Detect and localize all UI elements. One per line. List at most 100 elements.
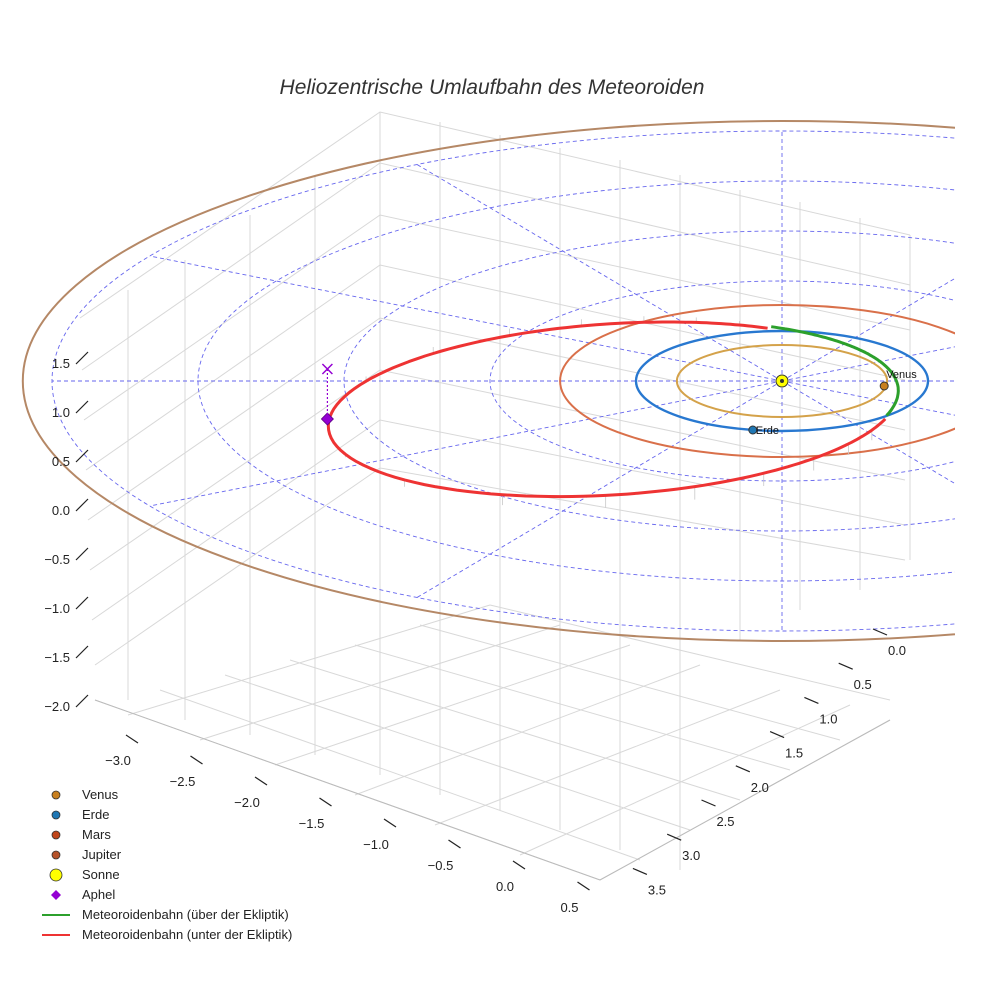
grid-floor-line [519,704,851,856]
z-tick-label: 0.5 [52,454,70,469]
y-tick [804,696,819,704]
legend-circle-marker [51,850,61,860]
y-tick [735,765,751,773]
ecliptic-spoke [416,380,783,598]
ecliptic-spoke [781,277,955,382]
y-tick-label: 3.5 [648,882,666,897]
grid-floor-line [159,689,641,861]
ecliptic-spoke [416,164,783,382]
x-tick-label: −2.5 [170,774,196,789]
legend: Venus Erde Mars Jupiter Sonne Aphel Meteoroide… [42,787,292,942]
legend-label: Sonne [82,867,120,882]
x-tick-label: −2.0 [234,795,260,810]
legend-circle-marker [51,790,61,800]
legend-circle-marker [49,868,63,882]
y-tick [769,731,785,739]
z-tick [75,547,89,561]
z-tick [75,645,89,659]
ecliptic-ring [489,280,955,482]
z-tick [75,694,89,708]
legend-label: Erde [82,807,109,822]
x-tick [125,734,139,744]
grid-floor-line [199,624,561,741]
ecliptic-spoke [149,380,783,507]
y-tick [632,867,648,875]
grid-floor-line [127,604,491,716]
z-tick [75,351,89,365]
z-tick [75,400,89,414]
x-tick-label: −0.5 [428,858,454,873]
z-tick-label: −0.5 [44,552,70,567]
grid-floor-line [354,644,791,771]
ecliptic-spoke [781,380,955,485]
legend-label: Jupiter [82,847,122,862]
grid-floor-line [289,659,741,801]
z-tick-label: −1.5 [44,650,70,665]
x-tick [383,818,397,828]
legend-diamond-marker [51,890,61,900]
grid-floor-line [434,689,781,826]
grid-level-line [94,467,906,666]
y-tick-label: 3.0 [682,848,700,863]
y-tick [872,628,888,636]
z-tick-label: −1.0 [44,601,70,616]
chart-title: Heliozentrische Umlaufbahn des Meteoroid… [280,76,705,99]
orbit-erde [634,329,930,433]
planet-venus [879,381,889,391]
z-tick-label: 0.0 [52,503,70,518]
ecliptic-spoke [781,380,955,416]
x-tick-label: 0.0 [496,879,514,894]
grid-floor-line [419,624,841,741]
x-tick-label: −1.0 [363,837,389,852]
z-tick [75,449,89,463]
meteoroid-orbit-below [326,320,887,499]
aphelion-projection-marker [321,363,333,375]
y-tick-label: 1.0 [819,711,837,726]
y-tick-label: 1.5 [785,746,803,761]
x-tick [448,839,461,849]
grid-floor-line [354,664,701,796]
grid-level-line [81,162,911,371]
axis-floor-edge [94,699,891,881]
legend-label: Meteoroidenbahn (über der Ekliptik) [82,907,289,922]
grid-level-line [89,369,906,571]
z-tick [75,596,89,610]
meteoroid-orbit [326,316,900,508]
planet-label-erde: Erde [756,425,779,437]
legend-circle-marker [51,830,61,840]
grid-level-line [85,264,906,471]
x-tick [577,881,590,891]
x-tick [254,776,268,786]
y-tick-label: 2.5 [716,814,734,829]
orbit-mars [559,304,955,458]
x-tick-label: −3.0 [105,753,131,768]
grid-level-line [87,317,906,521]
ecliptic-spoke [149,255,783,382]
grid-level-line [91,419,906,621]
axis-ticks: 1.5 1.0 0.5 0.0 −0.5 −1.0 −1.5 −2.0 −3.0 −2.5 −2.0… [44,351,906,915]
z-tick-label: −2.0 [44,699,70,714]
x-tick [319,797,332,807]
y-tick [666,833,682,841]
x-tick-label: 0.5 [560,900,578,915]
planet-erde [748,425,758,435]
y-tick-label: 0.0 [888,643,906,658]
ecliptic-spoke [781,346,955,382]
y-tick [838,662,853,670]
axes-panes [79,111,911,881]
planet-label-venus: Venus [886,369,917,381]
meteoroid-orbit-above [770,325,900,417]
grid-level-line [79,111,911,319]
planet-orbits [22,120,955,642]
orbit-jupiter [22,120,955,642]
z-tick-label: 1.5 [52,356,70,371]
y-tick-label: 2.0 [751,780,769,795]
legend-label: Aphel [82,887,115,902]
grid-floor-line [224,674,691,831]
x-tick-label: −1.5 [299,816,325,831]
y-tick-label: 0.5 [854,677,872,692]
legend-circle-marker [51,810,61,820]
grid-floor-line [274,644,631,766]
